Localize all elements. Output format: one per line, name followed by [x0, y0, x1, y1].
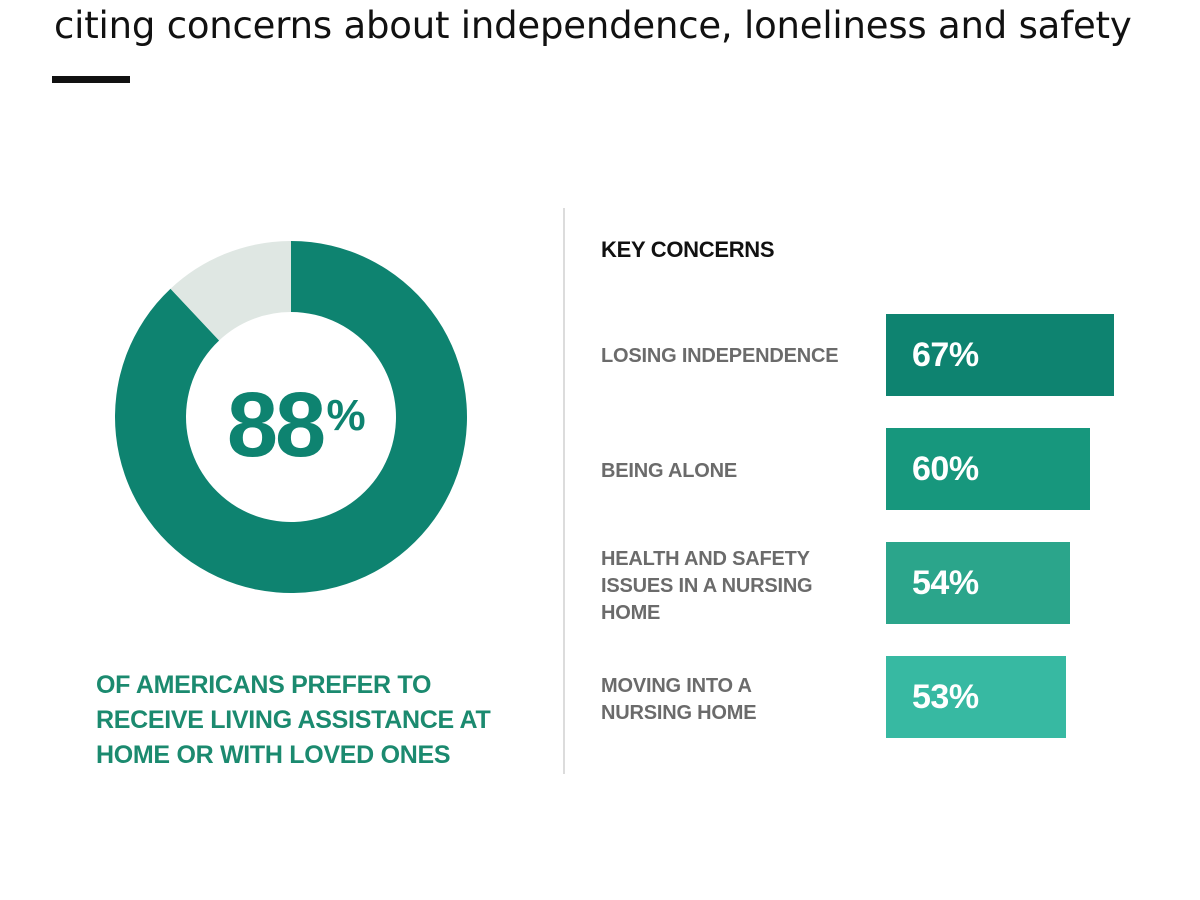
bar-value-label: 54%: [912, 564, 979, 602]
donut-caption: OF AMERICANS PREFER TO RECEIVE LIVING AS…: [96, 671, 491, 769]
title-underline: [52, 76, 130, 83]
concern-bar-moving-into-nursing-home: 53%: [886, 656, 1067, 738]
concern-label-moving-into-nursing-home: MOVING INTO A NURSING HOME: [601, 675, 757, 724]
key-concerns-heading: KEY CONCERNS: [601, 237, 775, 262]
concern-bar-being-alone: 60%: [886, 428, 1090, 510]
concern-bar-losing-independence: 67%: [886, 314, 1114, 396]
concern-bar-health-and-safety: 54%: [886, 542, 1070, 624]
bar-value-label: 67%: [912, 336, 979, 374]
donut-chart: 88 %: [114, 241, 467, 593]
concern-label-health-and-safety: HEALTH AND SAFETY ISSUES IN A NURSING HO…: [601, 548, 813, 624]
bar-value-label: 53%: [912, 678, 979, 716]
concern-label-losing-independence: LOSING INDEPENDENCE: [601, 345, 839, 367]
concern-label-being-alone: BEING ALONE: [601, 460, 737, 482]
donut-center-unit: %: [326, 391, 365, 440]
donut-slice-remainder: [170, 241, 291, 341]
bar-value-label: 60%: [912, 450, 979, 488]
donut-center-value: 88: [227, 374, 324, 476]
donut-slice-primary: [114, 241, 467, 593]
headline: citing concerns about independence, lone…: [54, 4, 1132, 47]
section-divider: [563, 208, 565, 774]
